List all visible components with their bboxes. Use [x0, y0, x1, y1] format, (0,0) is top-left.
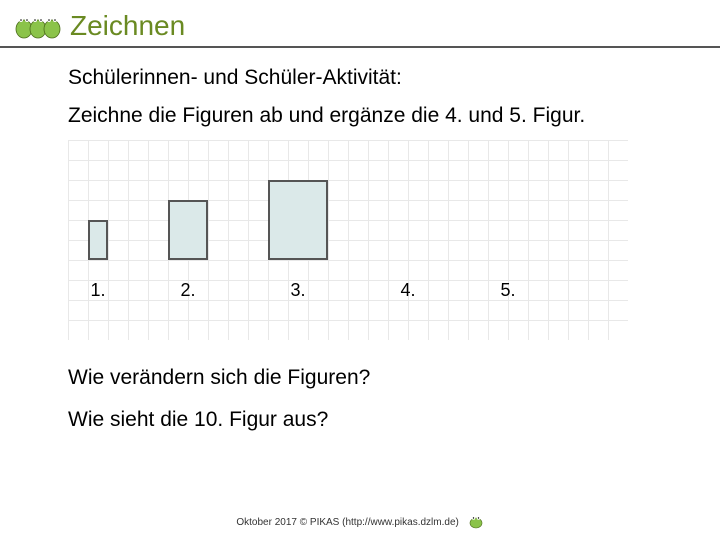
figure-label-2: 2. [180, 280, 195, 301]
figure-2 [168, 200, 208, 260]
footer-text: Oktober 2017 © PIKAS (http://www.pikas.d… [236, 517, 458, 528]
question-1: Wie verändern sich die Figuren? [68, 366, 680, 390]
page-title: Zeichnen [70, 10, 185, 42]
question-2: Wie sieht die 10. Figur aus? [68, 408, 680, 432]
subtitle: Schülerinnen- und Schüler-Aktivität: [68, 66, 680, 90]
figure-label-3: 3. [290, 280, 305, 301]
footer-icon [468, 513, 484, 532]
instruction: Zeichne die Figuren ab und ergänze die 4… [68, 104, 680, 128]
footer: Oktober 2017 © PIKAS (http://www.pikas.d… [0, 513, 720, 532]
figure-label-5: 5. [500, 280, 515, 301]
grid-worksheet: 1. 2. 3. 4. 5. [68, 140, 628, 340]
figure-label-1: 1. [90, 280, 105, 301]
logo-icon [10, 11, 65, 41]
figure-3 [268, 180, 328, 260]
figure-1 [88, 220, 108, 260]
figure-label-4: 4. [400, 280, 415, 301]
